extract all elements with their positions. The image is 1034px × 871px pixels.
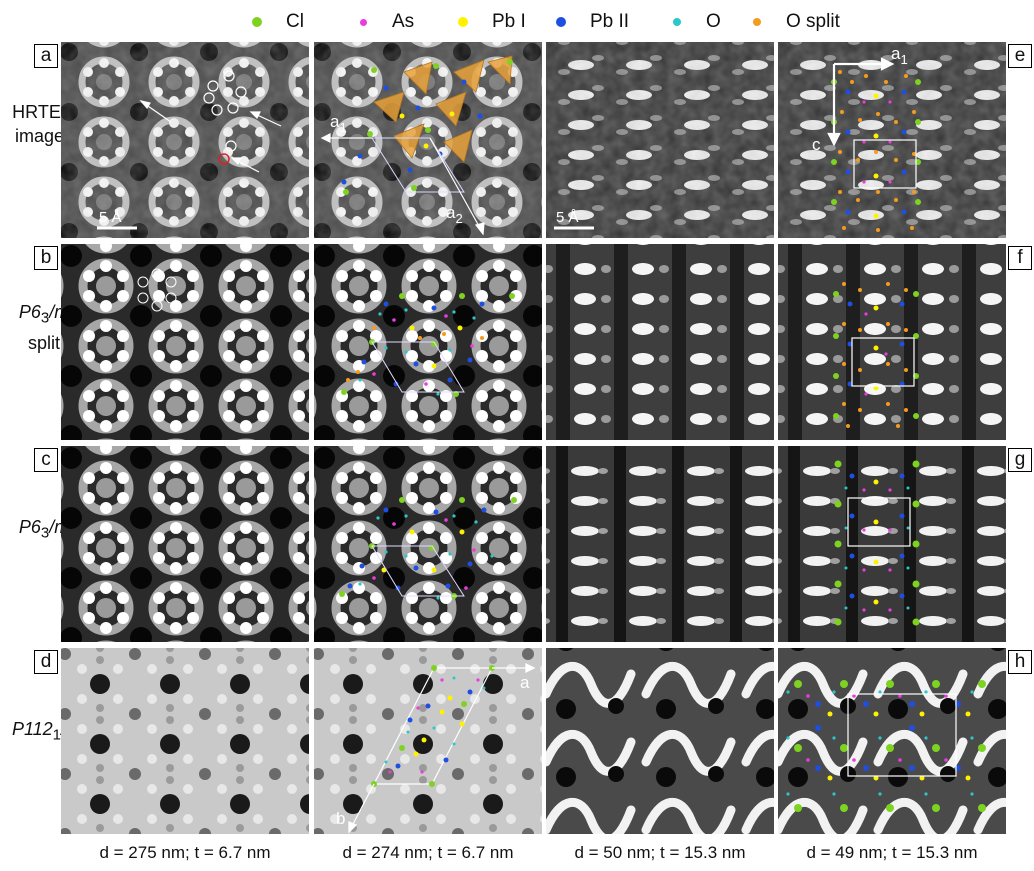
atom-column-markers (834, 460, 920, 626)
row-label-line: split (27, 332, 60, 353)
axis-label-a: a (520, 673, 530, 692)
simulated-overlay-p1121b: a b (314, 648, 542, 834)
panel-g-sim-side (546, 446, 774, 642)
panel-h-sim-side (546, 648, 774, 834)
unit-cell-outline (853, 139, 917, 189)
row-label-hrtem: HRTEM images (0, 100, 88, 148)
legend-label: As (392, 11, 415, 32)
simulated-side-p1121b (546, 648, 774, 834)
space-group-sub: 3 (40, 524, 50, 542)
unit-cell-outline (847, 693, 957, 777)
panel-c-sim-overlay (314, 446, 542, 642)
legend-label: Pb I (492, 11, 526, 32)
atom-column-markers (831, 70, 921, 232)
panel-letter-c: c (34, 448, 58, 472)
panel-f-sim-side (546, 244, 774, 440)
space-group-main: P6 (18, 302, 41, 322)
as-dot-icon (360, 19, 367, 26)
space-group-sub: 3 (40, 309, 50, 327)
unit-cell-outline (371, 137, 465, 193)
scale-bar-label: 5 Å (556, 209, 579, 226)
simulated-side-overlay-p63m (778, 446, 1006, 642)
axis-label-c: c (812, 135, 821, 154)
red-highlight-circle (218, 153, 230, 165)
panel-letter-h: h (1008, 650, 1032, 674)
simulated-side-overlay-p1121b (778, 648, 1006, 834)
axis-label-b: b (336, 809, 345, 828)
hrtem-image-side: 5 Å (546, 42, 774, 238)
panel-b-sim-split (61, 244, 309, 440)
o-dot-icon (673, 18, 681, 26)
panel-letter-d: d (34, 650, 58, 674)
caption-col-2: d = 274 nm; t = 6.7 nm (342, 843, 514, 862)
panel-a-hrtem-overlay: a1 a2 (314, 42, 542, 238)
panel-e-hrtem-side: 5 Å (546, 42, 774, 238)
simulated-overlay-p63m (314, 446, 542, 642)
atom-markers (371, 665, 495, 787)
unit-cell-outline (371, 341, 465, 393)
row-label-line: HRTEM (12, 102, 76, 122)
highlight-circles (137, 268, 177, 312)
row-label-line: images (14, 126, 74, 146)
legend-label: O split (786, 11, 840, 32)
highlight-circles (203, 70, 247, 152)
lattice-vector-arrows (320, 133, 485, 236)
hrtem-image-plan: 5 Å (61, 42, 309, 238)
cl-dot-icon (252, 17, 262, 27)
panel-e-hrtem-side-overlay: a1 c (778, 42, 1006, 238)
panel-a-hrtem-plan: 5 Å (61, 42, 309, 238)
pb2-dot-icon (556, 17, 566, 27)
simulated-image-p63m (61, 446, 309, 642)
panel-letter-f: f (1008, 246, 1032, 270)
atom-legend: Cl As Pb I Pb II O O split (252, 6, 852, 36)
simulated-overlay-p63m-split (314, 244, 542, 440)
panel-c-sim (61, 446, 309, 642)
lattice-vector-arrows (827, 57, 895, 147)
hrtem-image-overlay: a1 a2 (314, 42, 542, 238)
pb1-dot-icon (458, 17, 468, 27)
unit-cell-outline (371, 545, 465, 597)
caption-col-4: d = 49 nm; t = 15.3 nm (806, 843, 978, 862)
panel-letter-e: e (1008, 44, 1032, 68)
legend-label: Cl (286, 11, 304, 32)
simulated-side-p63m (546, 446, 774, 642)
panel-d-sim-overlay: a b (314, 648, 542, 834)
panel-h-sim-side-overlay (778, 648, 1006, 834)
simulated-image-p1121b (61, 648, 309, 834)
caption-col-3: d = 50 nm; t = 15.3 nm (574, 843, 746, 862)
o-split-dot-icon (753, 18, 761, 26)
space-group-main: P112 (11, 719, 53, 739)
space-group-sub: 1 (52, 726, 62, 744)
panel-letter-g: g (1008, 448, 1032, 472)
panel-g-sim-side-overlay (778, 446, 1006, 642)
caption-col-1: d = 275 nm; t = 6.7 nm (99, 843, 271, 862)
atom-column-markers (786, 680, 986, 812)
polyhedra-overlay (373, 55, 513, 163)
legend-label: O (706, 11, 721, 32)
legend-label: Pb II (590, 11, 630, 32)
atom-markers (341, 293, 515, 397)
panel-letter-b: b (34, 246, 58, 270)
panel-letter-a: a (34, 44, 58, 68)
hrtem-side-overlay: a1 c (778, 42, 1006, 238)
unit-cell-outline (847, 497, 911, 547)
scale-bar-label: 5 Å (99, 209, 122, 226)
simulated-side-overlay-p63m-split (778, 244, 1006, 440)
unit-cell-outline (851, 337, 915, 387)
simulated-image-p63m-split (61, 244, 309, 440)
simulated-side-p63m-split (546, 244, 774, 440)
axis-label-a1: a1 (891, 44, 908, 67)
axis-label-a1: a1 (330, 112, 347, 135)
panel-d-sim (61, 648, 309, 834)
axis-label-a2: a2 (446, 203, 463, 226)
pointer-arrows (139, 100, 282, 173)
lattice-vector-arrows (348, 662, 536, 834)
atom-markers (339, 497, 517, 600)
panel-f-sim-side-overlay (778, 244, 1006, 440)
panel-b-sim-split-overlay (314, 244, 542, 440)
space-group-main: P6 (18, 517, 41, 537)
